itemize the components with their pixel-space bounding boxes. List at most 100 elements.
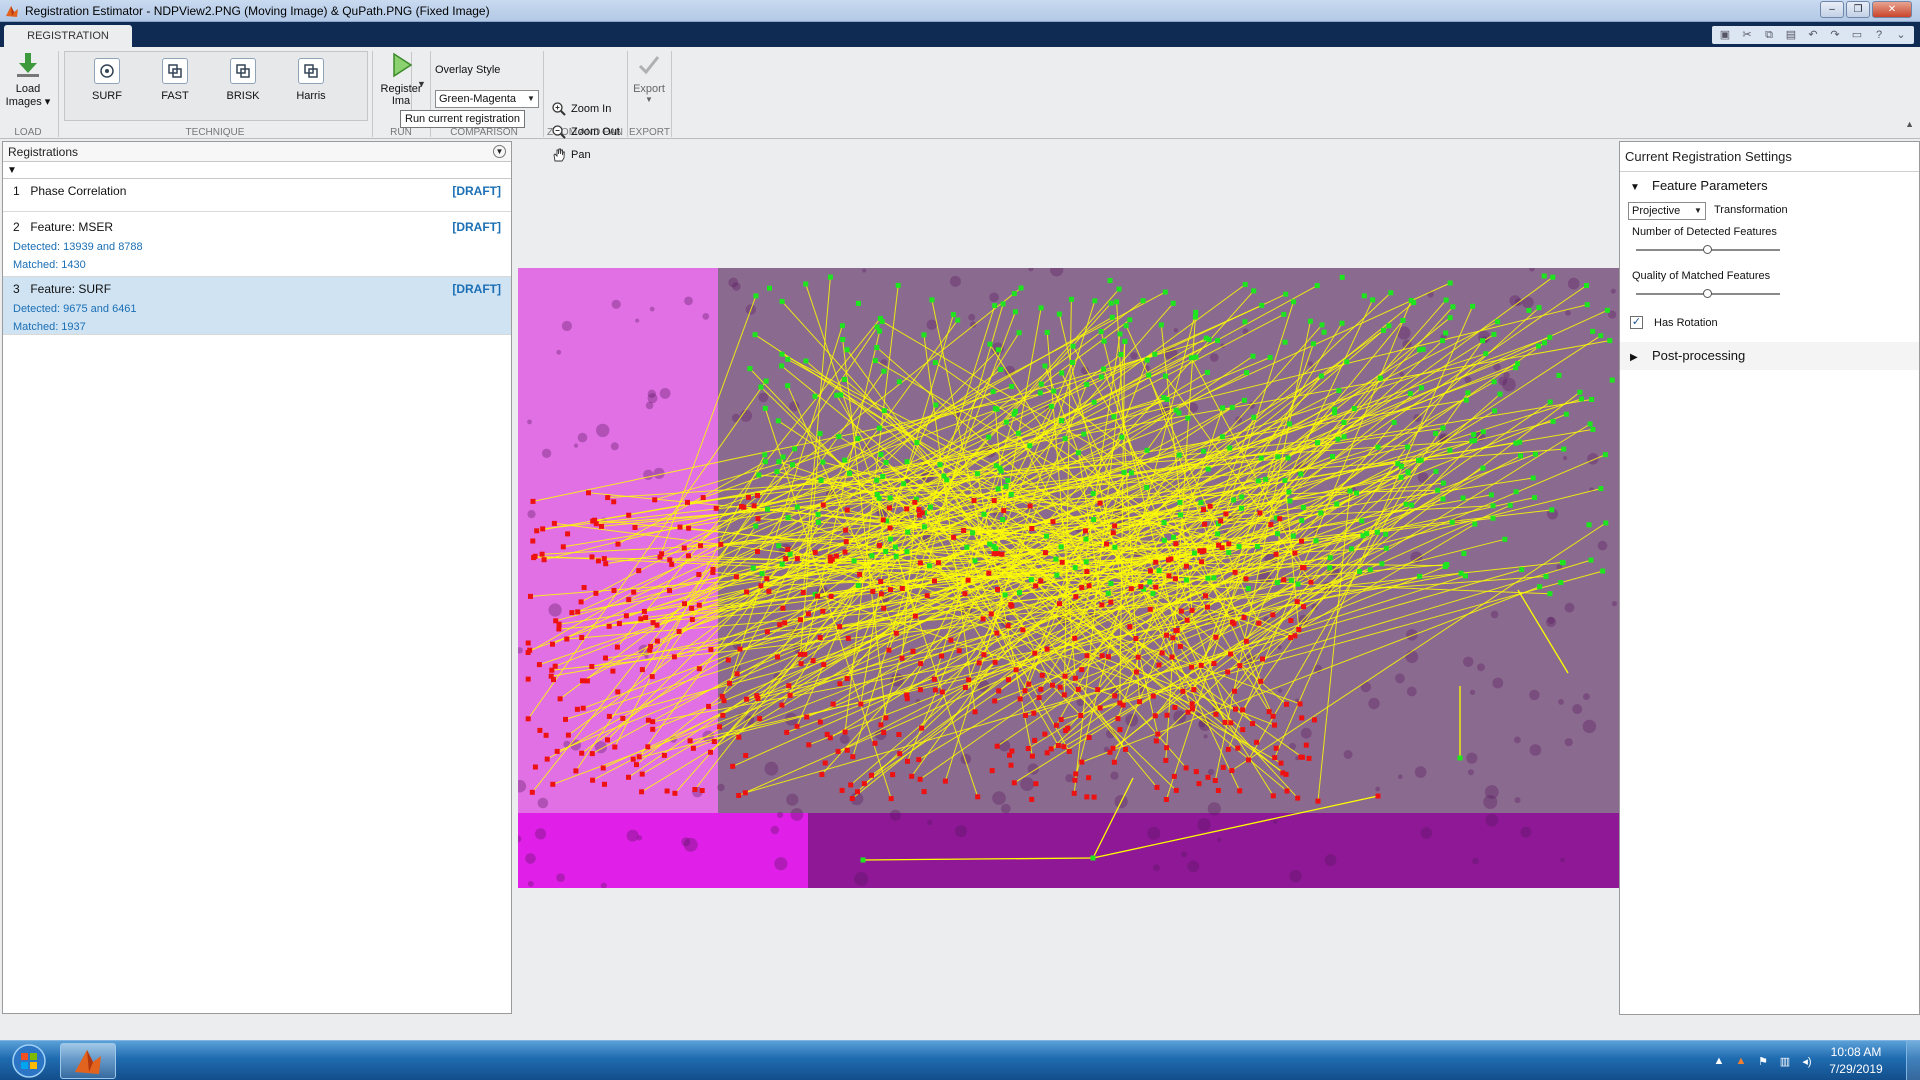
separator [627, 51, 628, 137]
match-line [1092, 795, 1379, 859]
gallery-more-button[interactable]: ▼ [411, 52, 431, 120]
zoom-out-button[interactable]: Zoom Out [551, 123, 620, 141]
cut-icon[interactable]: ✂ [1742, 29, 1752, 41]
registration-item[interactable]: 1 Phase Correlation [DRAFT] [3, 179, 511, 212]
minimize-ribbon-icon[interactable]: ⌄ [1896, 29, 1906, 41]
moving-feature-point [647, 647, 653, 653]
panel-menu-icon[interactable]: ▼ [493, 145, 506, 158]
zoom-in-button[interactable]: Zoom In [551, 100, 611, 118]
matlab-taskbar-button[interactable] [60, 1043, 116, 1079]
fixed-feature-point [1107, 278, 1113, 284]
fast-button[interactable]: FAST [148, 58, 202, 102]
moving-feature-point [948, 637, 954, 643]
load-images-button[interactable]: Load Images ▾ [4, 51, 52, 108]
quick-access-toolbar: ▣ ✂ ⧉ ▤ ↶ ↷ ▭ ? ⌄ [1712, 26, 1914, 44]
export-button[interactable]: Export ▼ [631, 51, 667, 104]
fixed-feature-point [1330, 454, 1335, 459]
flag-icon[interactable]: ⚑ [1758, 1055, 1768, 1068]
paste-icon[interactable]: ▤ [1785, 29, 1797, 41]
fixed-feature-point [1184, 577, 1189, 583]
fixed-feature-point [878, 452, 884, 457]
register-images-button[interactable]: Register Ima [376, 51, 426, 107]
moving-feature-point [1164, 745, 1170, 751]
cell-nucleus [786, 793, 799, 806]
copy-icon[interactable]: ⧉ [1765, 29, 1773, 41]
cell-nucleus [1406, 629, 1418, 641]
slider-thumb[interactable] [1703, 245, 1712, 254]
moving-feature-point [962, 591, 968, 597]
redo-icon[interactable]: ↷ [1830, 29, 1840, 41]
fixed-feature-point [941, 473, 947, 479]
moving-feature-point [557, 696, 563, 702]
fixed-feature-point [847, 470, 852, 476]
moving-feature-point [639, 771, 645, 777]
moving-feature-point [532, 764, 538, 770]
match-line [1176, 455, 1521, 631]
registration-item[interactable]: 2 Feature: MSER [DRAFT] Detected: 13939 … [3, 215, 511, 277]
undo-icon[interactable]: ↶ [1808, 29, 1818, 41]
minimize-button[interactable]: – [1820, 1, 1844, 18]
moving-feature-point [904, 696, 910, 702]
pan-button[interactable]: Pan [551, 146, 591, 164]
cell-nucleus [1324, 854, 1337, 867]
moving-feature-point [552, 663, 558, 669]
overlay-style-select[interactable]: Green-Magenta ▼ [435, 90, 539, 108]
fixed-feature-point [1526, 307, 1532, 313]
collapse-ribbon-icon[interactable]: ▲ [1905, 119, 1914, 129]
layout-icon[interactable]: ▭ [1851, 29, 1863, 41]
moving-feature-point [1288, 635, 1294, 641]
start-button[interactable] [6, 1043, 52, 1079]
registrations-sort-bar[interactable]: ▼ [3, 162, 511, 179]
moving-feature-point [540, 526, 546, 532]
moving-feature-point [1173, 541, 1179, 547]
moving-feature-point [746, 494, 751, 500]
moving-feature-point [1196, 781, 1202, 787]
sort-caret-icon[interactable]: ▼ [7, 165, 17, 176]
moving-feature-point [1032, 650, 1038, 656]
harris-button[interactable]: Harris [284, 58, 338, 102]
network-icon[interactable]: ▥ [1779, 1055, 1791, 1068]
close-button[interactable]: ✕ [1872, 1, 1912, 18]
draft-badge: [DRAFT] [452, 220, 501, 234]
cell-nucleus [684, 296, 693, 306]
moving-feature-point [1072, 777, 1078, 783]
transformation-select[interactable]: Projective ▼ [1628, 202, 1706, 220]
save-icon[interactable]: ▣ [1719, 29, 1731, 41]
tab-registration[interactable]: REGISTRATION [4, 25, 132, 47]
tray-up-arrow-icon[interactable]: ▲ [1713, 1055, 1725, 1067]
fixed-feature-point [904, 459, 910, 465]
registration-image-view[interactable] [518, 268, 1619, 888]
fixed-feature-point [1420, 346, 1426, 352]
show-desktop-button[interactable] [1906, 1041, 1920, 1080]
fixed-feature-point [1144, 357, 1150, 363]
help-icon[interactable]: ? [1875, 29, 1883, 41]
match-line [1113, 417, 1255, 763]
moving-feature-point [1138, 584, 1144, 590]
slider-thumb[interactable] [1703, 289, 1712, 298]
moving-feature-point [1042, 731, 1048, 737]
cell-nucleus [1080, 366, 1089, 375]
restore-button[interactable]: ❐ [1846, 1, 1870, 18]
brisk-button[interactable]: BRISK [216, 58, 270, 102]
detected-features-slider[interactable] [1636, 245, 1780, 254]
fixed-feature-point [1287, 498, 1293, 504]
match-line [872, 420, 1554, 592]
volume-icon[interactable]: ◂) [1802, 1055, 1812, 1068]
post-processing-section[interactable]: ▶ Post-processing [1620, 342, 1919, 370]
moving-feature-point [689, 605, 695, 611]
matlab-tray-icon[interactable]: ▲ [1735, 1055, 1747, 1067]
surf-button[interactable]: SURF [80, 58, 134, 102]
match-line [736, 345, 1539, 675]
feature-parameters-section[interactable]: ▼ Feature Parameters [1620, 172, 1919, 200]
has-rotation-checkbox[interactable]: ✓ [1630, 316, 1643, 329]
clock[interactable]: 10:08 AM 7/29/2019 [1818, 1044, 1894, 1078]
moving-feature-point [858, 701, 864, 707]
fixed-feature-point [1211, 575, 1217, 581]
moving-feature-point [830, 701, 836, 707]
moving-feature-point [1097, 500, 1103, 506]
matched-quality-slider[interactable] [1636, 289, 1780, 298]
registration-item[interactable]: 3 Feature: SURF [DRAFT] Detected: 9675 a… [3, 277, 511, 335]
fixed-feature-point [1602, 452, 1608, 458]
moving-feature-point [1128, 586, 1134, 592]
cell-nucleus [1173, 328, 1179, 333]
